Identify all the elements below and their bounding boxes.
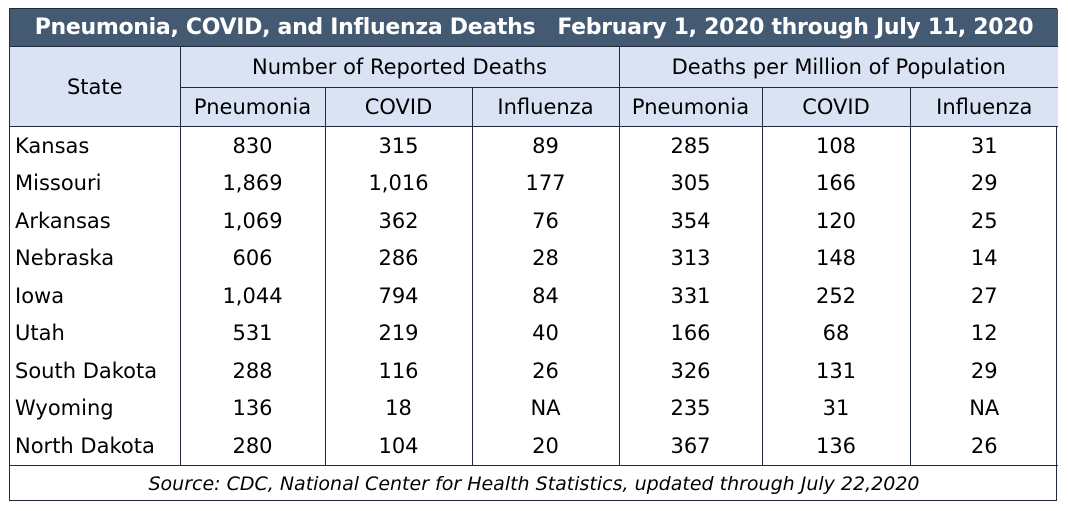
value-cell: 1,044: [180, 277, 326, 315]
value-cell: 31: [762, 389, 911, 427]
source-note: Source: CDC, National Center for Health …: [10, 464, 1058, 503]
value-cell: 606: [180, 239, 326, 277]
state-cell: Utah: [10, 314, 181, 352]
value-cell: 219: [325, 314, 473, 352]
state-cell: South Dakota: [10, 352, 181, 390]
table-subtitle: February 1, 2020 through July 11, 2020: [557, 15, 1034, 40]
value-cell: 1,869: [180, 164, 326, 202]
group-header-row: State Number of Reported Deaths Deaths p…: [10, 46, 1058, 127]
value-cell: 1,069: [180, 202, 326, 240]
table-title: Pneumonia, COVID, and Influenza Deaths: [34, 15, 536, 40]
value-cell: 28: [472, 239, 620, 277]
table-row: Utah 531 219 40 166 68 12: [10, 314, 1058, 352]
column-header: Influenza: [910, 87, 1058, 127]
table-row: Wyoming 136 18 NA 235 31 NA: [10, 389, 1058, 427]
state-cell: Missouri: [10, 164, 181, 202]
value-cell: 166: [619, 314, 763, 352]
value-cell: 166: [762, 164, 911, 202]
table-row: North Dakota 280 104 20 367 136 26: [10, 427, 1058, 465]
value-cell: 136: [762, 427, 911, 465]
value-cell: 794: [325, 277, 473, 315]
value-cell: 367: [619, 427, 763, 465]
value-cell: 29: [970, 358, 998, 383]
value-cell: 89: [472, 126, 620, 165]
value-cell: 362: [325, 202, 473, 240]
table-body: Kansas 830 315 89 285 108 31 Missouri 1,869 1,016…: [10, 126, 1058, 465]
value-cell: 280: [180, 427, 326, 465]
value-cell: 252: [762, 277, 911, 315]
value-cell: 285: [619, 126, 763, 165]
value-cell: 116: [325, 352, 473, 390]
value-cell: 108: [762, 126, 911, 165]
value-cell: 331: [619, 277, 763, 315]
value-cell: 326: [619, 352, 763, 390]
value-cell: 84: [472, 277, 620, 315]
value-cell: 68: [762, 314, 911, 352]
title-row: Pneumonia, COVID, and Influenza Deaths F…: [10, 9, 1058, 47]
value-cell: NA: [472, 389, 620, 427]
value-cell: 29: [970, 171, 998, 196]
value-cell: 12: [970, 321, 998, 346]
value-cell: 131: [762, 352, 911, 390]
table-row: Nebraska 606 286 28 313 148 14: [10, 239, 1058, 277]
value-cell: 286: [325, 239, 473, 277]
source-row: Source: CDC, National Center for Health …: [10, 464, 1058, 503]
value-cell: 76: [472, 202, 620, 240]
reported-deaths-group-header: Number of Reported Deaths: [180, 46, 620, 88]
value-cell: 104: [325, 427, 473, 465]
column-header: COVID: [325, 87, 473, 127]
value-cell: 531: [180, 314, 326, 352]
value-cell: 148: [762, 239, 911, 277]
state-cell: Wyoming: [10, 389, 181, 427]
state-cell: Arkansas: [10, 202, 181, 240]
value-cell: 136: [180, 389, 326, 427]
value-cell: 20: [472, 427, 620, 465]
value-cell: 31: [970, 133, 998, 158]
table-row: Iowa 1,044 794 84 331 252 27: [10, 277, 1058, 315]
value-cell: 120: [762, 202, 911, 240]
value-cell: 313: [619, 239, 763, 277]
table-frame: Pneumonia, COVID, and Influenza Deaths F…: [9, 8, 1058, 503]
state-cell: Iowa: [10, 277, 181, 315]
value-cell: 354: [619, 202, 763, 240]
deaths-per-million-group-header: Deaths per Million of Population: [619, 46, 1058, 88]
value-cell: 1,016: [325, 164, 473, 202]
state-cell: Kansas: [10, 126, 181, 165]
value-cell: 830: [180, 126, 326, 165]
table-row: Arkansas 1,069 362 76 354 120 25: [10, 202, 1058, 240]
value-cell: 235: [619, 389, 763, 427]
value-cell: 177: [472, 164, 620, 202]
value-cell: 315: [325, 126, 473, 165]
column-header: COVID: [762, 87, 911, 127]
state-cell: North Dakota: [10, 427, 181, 465]
column-header: Pneumonia: [619, 87, 763, 127]
deaths-table: Pneumonia, COVID, and Influenza Deaths F…: [10, 9, 1058, 503]
column-header-row: Pneumonia COVID Influenza Pneumonia COVI…: [10, 87, 1058, 127]
value-cell: 288: [180, 352, 326, 390]
value-cell: 14: [970, 246, 998, 271]
value-cell: 40: [472, 314, 620, 352]
value-cell: 25: [970, 208, 998, 233]
table-row: South Dakota 288 116 26 326 131 29: [10, 352, 1058, 390]
table-row: Missouri 1,869 1,016 177 305 166 29: [10, 164, 1058, 202]
column-header: Influenza: [472, 87, 620, 127]
table-row: Kansas 830 315 89 285 108 31: [10, 126, 1058, 165]
value-cell: 27: [970, 283, 998, 308]
value-cell: 26: [970, 433, 998, 458]
value-cell: 18: [325, 389, 473, 427]
state-column-header: State: [10, 46, 181, 127]
value-cell: 26: [472, 352, 620, 390]
table-title-cell: Pneumonia, COVID, and Influenza Deaths F…: [10, 9, 1058, 47]
column-header: Pneumonia: [180, 87, 326, 127]
value-cell: NA: [969, 396, 1000, 421]
state-cell: Nebraska: [10, 239, 181, 277]
value-cell: 305: [619, 164, 763, 202]
